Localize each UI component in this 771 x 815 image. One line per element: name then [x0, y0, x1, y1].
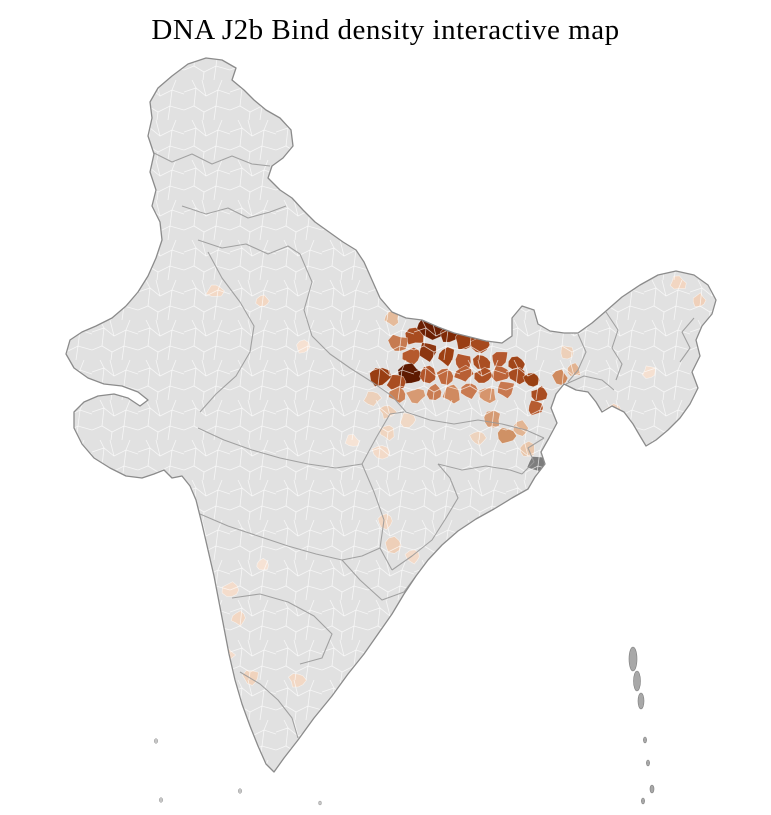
state-boundary: [199, 513, 381, 561]
state-boundary: [197, 427, 363, 469]
state-boundary: [341, 559, 417, 601]
district-region[interactable]: [402, 303, 416, 317]
state-boundary: [521, 437, 545, 475]
state-boundary: [391, 463, 459, 571]
lakshadweep-island: [318, 800, 322, 806]
country-border: [65, 57, 717, 773]
state-boundary: [311, 335, 407, 413]
state-boundary: [361, 411, 405, 465]
district-region[interactable]: [210, 691, 226, 709]
state-boundary: [181, 205, 287, 219]
state-boundary: [565, 375, 615, 391]
state-boundary: [361, 463, 393, 571]
andaman-island: [649, 784, 655, 794]
andaman-island: [641, 797, 645, 805]
lakshadweep-island: [158, 797, 164, 803]
state-boundary: [199, 251, 255, 413]
state-boundary: [197, 239, 301, 255]
andaman-island: [646, 759, 650, 767]
state-boundary: [679, 317, 695, 363]
andaman-island: [643, 736, 647, 744]
state-boundary: [567, 333, 587, 383]
state-boundary: [239, 671, 299, 739]
state-boundary: [437, 463, 523, 475]
state-boundary: [231, 593, 333, 665]
page-title: DNA J2b Bind density interactive map: [151, 14, 620, 46]
state-boundary: [405, 411, 545, 439]
andaman-island: [637, 692, 645, 710]
andaman-island: [633, 670, 641, 692]
lakshadweep-island: [237, 788, 243, 794]
state-boundary: [151, 151, 271, 167]
state-boundary: [299, 253, 313, 337]
state-boundary: [605, 311, 623, 381]
andaman-island: [628, 646, 638, 672]
lakshadweep-island: [153, 738, 159, 744]
